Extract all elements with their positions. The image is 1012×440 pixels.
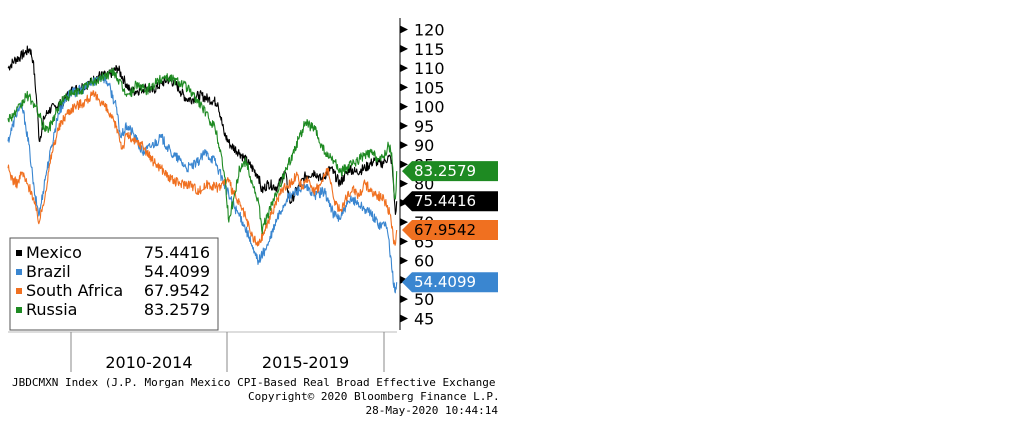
- y-tick-label: 115: [414, 40, 445, 59]
- y-tick-arrow: [400, 44, 408, 53]
- legend-series-value: 54.4099: [144, 262, 210, 281]
- y-tick-arrow: [400, 102, 408, 111]
- y-tick-arrow: [400, 275, 408, 284]
- y-tick-label: 110: [414, 59, 445, 78]
- y-tick-arrow: [400, 141, 408, 150]
- last-value-tag-mexico: 75.4416: [402, 191, 498, 212]
- tag-value: 75.4416: [414, 192, 476, 210]
- footer-ticker-description: JBDCMXN Index (J.P. Morgan Mexico CPI-Ba…: [12, 376, 496, 389]
- y-tick-arrow: [400, 237, 408, 246]
- tag-background: [402, 272, 498, 293]
- x-period-label: 2015-2019: [262, 353, 349, 372]
- tag-value: 67.9542: [414, 221, 476, 239]
- footer-copyright: Copyright© 2020 Bloomberg Finance L.P.: [248, 390, 500, 403]
- y-tick-arrow: [400, 179, 408, 188]
- last-value-tag-south-africa: 67.9542: [402, 220, 498, 241]
- y-tick-label: 100: [414, 98, 445, 117]
- series-lines: [7, 45, 398, 294]
- legend-series-value: 67.9542: [144, 281, 210, 300]
- y-tick-label: 105: [414, 78, 445, 97]
- y-tick-label: 95: [414, 117, 434, 136]
- y-tick-arrow: [400, 218, 408, 227]
- tag-value: 83.2579: [414, 162, 476, 180]
- series-line-south-africa: [7, 90, 398, 247]
- tag-value: 54.4099: [414, 273, 476, 291]
- tag-background: [402, 161, 498, 182]
- tag-background: [402, 191, 498, 212]
- y-tick-arrow: [400, 83, 408, 92]
- y-tick-arrow: [400, 160, 408, 169]
- x-period-label: 2010-2014: [105, 353, 192, 372]
- y-tick-arrow: [400, 256, 408, 265]
- legend-swatch: [16, 307, 22, 313]
- legend-swatch: [16, 250, 22, 256]
- legend-box: [9, 237, 219, 331]
- footer-timestamp: 28-May-2020 10:44:14: [365, 404, 498, 417]
- y-tick-label: 50: [414, 290, 434, 309]
- last-value-tags: 83.2579 75.4416 67.9542 54.4099: [402, 161, 498, 293]
- y-tick-label: 120: [414, 21, 445, 40]
- tag-background: [402, 220, 498, 241]
- y-tick-arrow: [400, 64, 408, 73]
- legend-series-name: Mexico: [26, 243, 82, 262]
- y-tick-label: 60: [414, 252, 434, 271]
- y-tick-label: 45: [414, 309, 434, 328]
- y-tick-label: 90: [414, 136, 434, 155]
- legend-swatch: [16, 269, 22, 275]
- legend: Mexico 75.4416 Brazil 54.4099 South Africa 67…: [9, 237, 219, 331]
- y-tick-arrow: [400, 314, 408, 323]
- y-tick-arrow: [400, 25, 408, 34]
- legend-series-name: Russia: [26, 300, 77, 319]
- y-tick-arrow: [400, 121, 408, 130]
- series-line-russia: [7, 67, 398, 235]
- legend-swatch: [16, 288, 22, 294]
- x-axis-periods: 2010-2014 2015-2019: [70, 332, 385, 372]
- series-line-mexico: [7, 45, 398, 215]
- series-line-brazil: [7, 74, 398, 294]
- legend-series-name: South Africa: [26, 281, 123, 300]
- legend-series-value: 75.4416: [144, 243, 210, 262]
- legend-series-value: 83.2579: [144, 300, 210, 319]
- legend-series-name: Brazil: [26, 262, 71, 281]
- last-value-tag-russia: 83.2579: [402, 161, 498, 182]
- y-tick-arrow: [400, 295, 408, 304]
- last-value-tag-brazil: 54.4099: [402, 272, 498, 293]
